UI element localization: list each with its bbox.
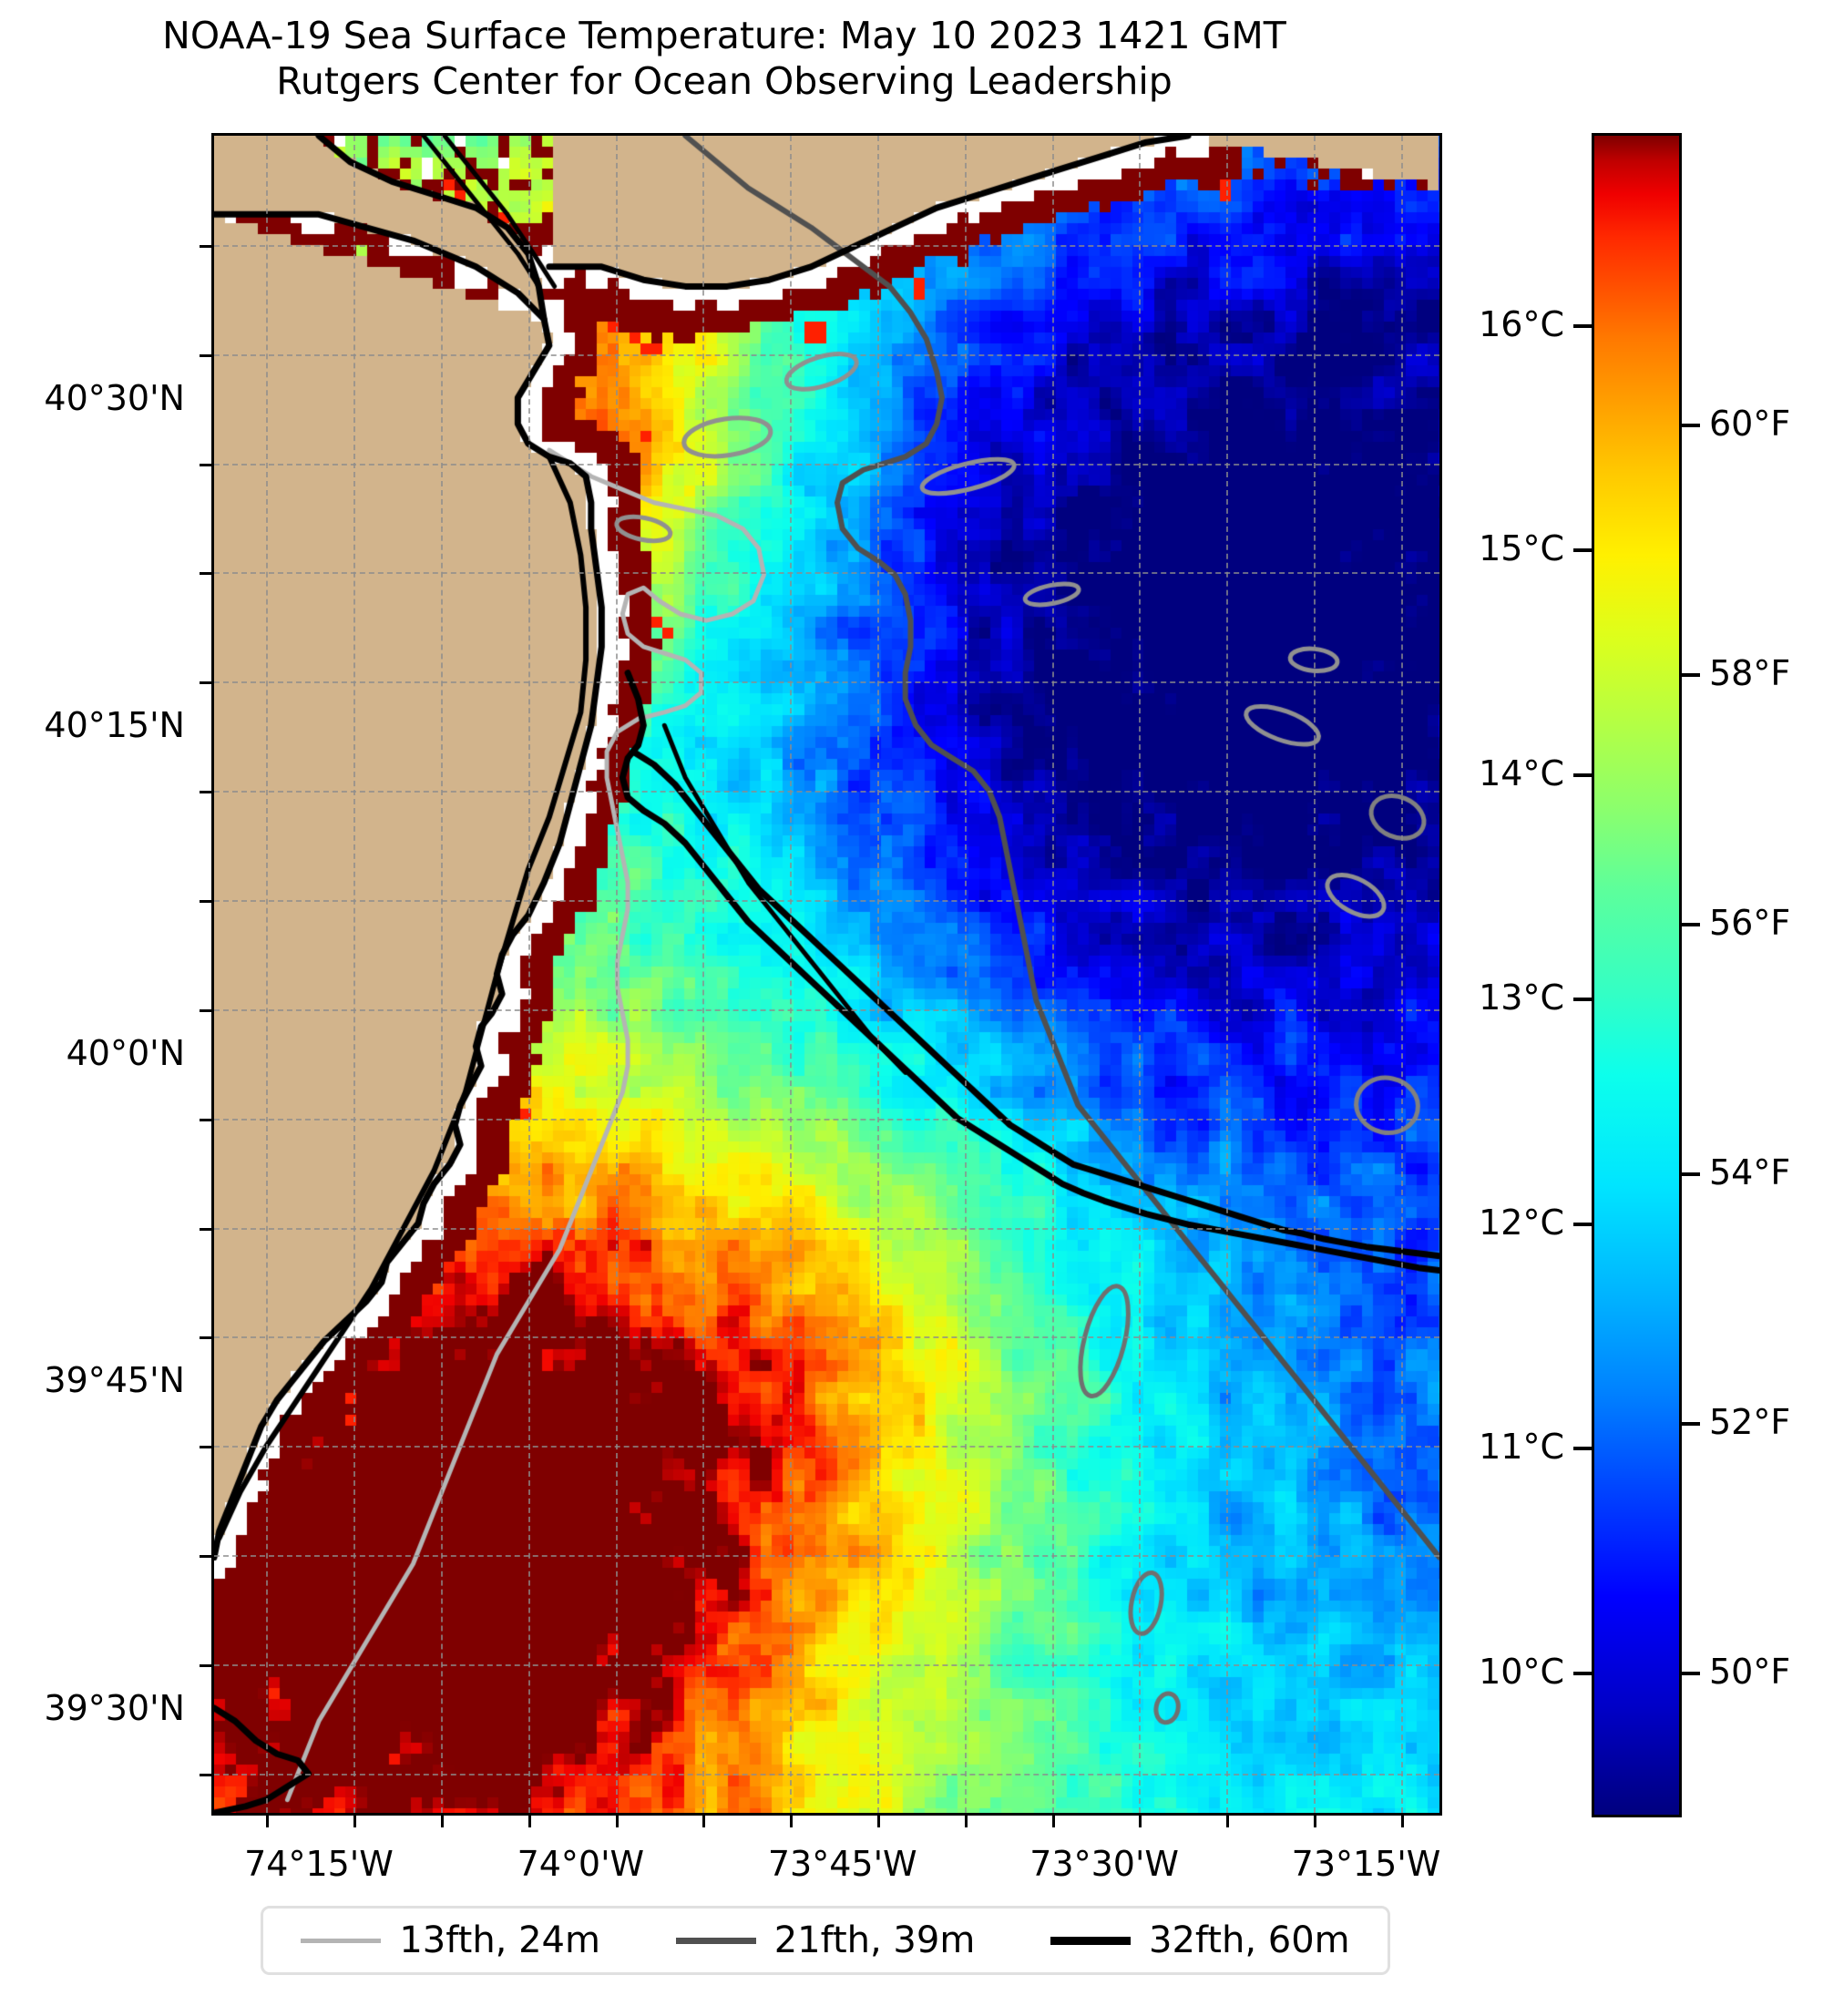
longitude-tick (790, 1813, 794, 1827)
longitude-label: 74°0'W (517, 1844, 645, 1884)
colorbar-label-fahrenheit: 50°F (1709, 1651, 1791, 1692)
latitude-tick (200, 1227, 214, 1231)
latitude-tick (200, 1118, 214, 1121)
longitude-tick (615, 1813, 619, 1827)
colorbar-tick-celsius (1573, 548, 1592, 553)
colorbar-tick-celsius (1573, 323, 1592, 328)
colorbar-label-celsius: 13°C (1479, 977, 1564, 1018)
longitude-tick (702, 1813, 706, 1827)
colorbar-label-celsius: 11°C (1479, 1427, 1564, 1468)
longitude-tick (1226, 1813, 1230, 1827)
colorbar[interactable]: 16°C 15°C 14°C 13°C 12°C 11°C 10°C 60°F 58°F 56°F… (1479, 133, 1790, 1817)
colorbar-gradient (1592, 133, 1682, 1817)
longitude-tick (1400, 1813, 1404, 1827)
longitude-label: 73°45'W (767, 1844, 917, 1884)
legend-line-21fth (675, 1937, 756, 1944)
longitude-tick (441, 1813, 445, 1827)
bathymetry-legend: 13fth, 24m 21fth, 39m 32fth, 60m (261, 1906, 1390, 1975)
latitude-tick (200, 899, 214, 903)
longitude-tick (266, 1813, 270, 1827)
colorbar-label-fahrenheit: 52°F (1709, 1401, 1791, 1442)
colorbar-tick-celsius (1573, 1671, 1592, 1675)
colorbar-tick-celsius (1573, 1222, 1592, 1226)
longitude-tick (1314, 1813, 1317, 1827)
colorbar-label-celsius: 10°C (1479, 1651, 1564, 1692)
longitude-tick (527, 1813, 531, 1827)
title-line-1: NOAA-19 Sea Surface Temperature: May 10 … (162, 14, 1286, 57)
colorbar-label-fahrenheit: 56°F (1709, 902, 1791, 943)
colorbar-tick-fahrenheit (1682, 1671, 1700, 1675)
latitude-label: 39°30'N (44, 1687, 185, 1728)
colorbar-tick-fahrenheit (1682, 1172, 1700, 1176)
colorbar-tick-fahrenheit (1682, 1421, 1700, 1426)
colorbar-label-celsius: 15°C (1479, 528, 1564, 569)
latitude-label: 40°0'N (66, 1032, 185, 1073)
latitude-tick (200, 681, 214, 685)
legend-label: 32fth, 60m (1149, 1919, 1350, 1961)
latitude-tick (200, 463, 214, 466)
longitude-tick (1051, 1813, 1055, 1827)
latitude-label: 40°30'N (44, 377, 185, 418)
longitude-label: 74°15'W (244, 1844, 394, 1884)
legend-line-13fth (301, 1938, 382, 1943)
legend-line-32fth (1050, 1936, 1132, 1945)
legend-item[interactable]: 13fth, 24m (301, 1919, 600, 1961)
longitude-label: 73°30'W (1029, 1844, 1179, 1884)
legend-item[interactable]: 21fth, 39m (675, 1919, 976, 1961)
colorbar-label-fahrenheit: 58°F (1709, 653, 1791, 694)
latitude-tick (200, 244, 214, 248)
latitude-tick (200, 791, 214, 794)
sst-raster (214, 136, 1439, 1813)
latitude-tick (200, 1008, 214, 1012)
longitude-tick (353, 1813, 357, 1827)
colorbar-label-fahrenheit: 54°F (1709, 1151, 1791, 1192)
map-axes: 40°30'N 40°15'N 40°0'N 39°45'N 39°30'N 74°15'… (44, 136, 1440, 1884)
latitude-tick (200, 1446, 214, 1449)
latitude-tick (200, 1773, 214, 1776)
latitude-label: 39°45'N (44, 1360, 185, 1401)
longitude-label: 73°15'W (1291, 1844, 1441, 1884)
latitude-label: 40°15'N (44, 705, 185, 746)
latitude-tick (200, 572, 214, 576)
latitude-tick (200, 1555, 214, 1559)
colorbar-label-celsius: 16°C (1479, 303, 1564, 344)
chart-title: NOAA-19 Sea Surface Temperature: May 10 … (0, 13, 1449, 104)
title-line-2: Rutgers Center for Ocean Observing Leade… (276, 59, 1173, 103)
colorbar-label-fahrenheit: 60°F (1709, 404, 1791, 445)
colorbar-label-celsius: 12°C (1479, 1202, 1564, 1243)
legend-label: 13fth, 24m (399, 1919, 600, 1961)
colorbar-label-celsius: 14°C (1479, 752, 1564, 793)
colorbar-tick-fahrenheit (1682, 922, 1700, 926)
legend-item[interactable]: 32fth, 60m (1050, 1919, 1350, 1961)
colorbar-tick-celsius (1573, 998, 1592, 1002)
colorbar-tick-fahrenheit (1682, 673, 1700, 678)
legend-label: 21fth, 39m (773, 1919, 976, 1961)
latitude-tick (200, 1663, 214, 1667)
colorbar-tick-celsius (1573, 1447, 1592, 1451)
longitude-tick (877, 1813, 881, 1827)
latitude-tick (200, 353, 214, 357)
latitude-tick (200, 1336, 214, 1340)
longitude-tick (1139, 1813, 1142, 1827)
colorbar-tick-celsius (1573, 773, 1592, 777)
longitude-tick (964, 1813, 968, 1827)
colorbar-tick-fahrenheit (1682, 424, 1700, 428)
